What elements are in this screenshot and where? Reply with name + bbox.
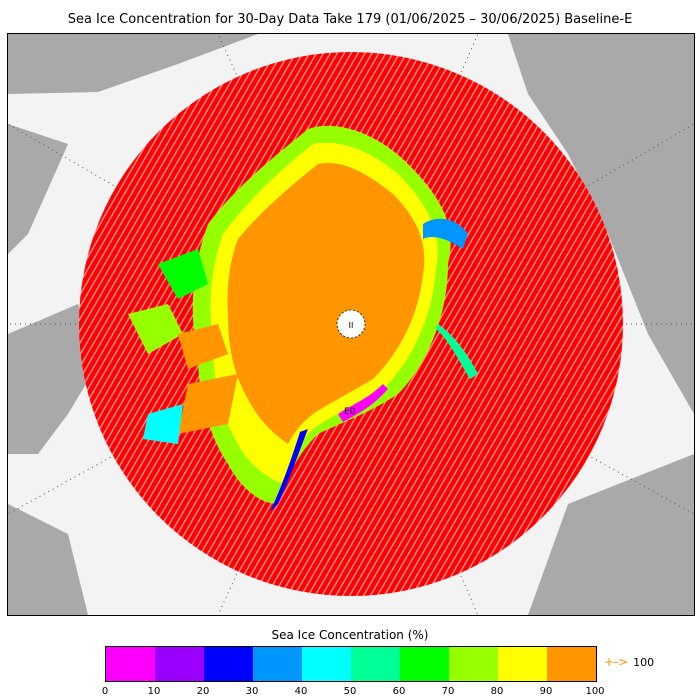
colorbar-tick: 20 xyxy=(196,686,210,697)
colorbar-segment xyxy=(449,647,498,681)
map-title: Sea Ice Concentration for 30-Day Data Ta… xyxy=(67,12,633,27)
ice-pack xyxy=(227,163,425,444)
pole-marker: II xyxy=(349,321,354,330)
colorbar-tick: 40 xyxy=(294,686,308,697)
land-mass xyxy=(528,454,694,615)
map-label: E0 xyxy=(344,407,356,417)
colorbar-tick: 100 xyxy=(585,686,605,697)
colorbar xyxy=(105,646,597,682)
ice-edge-low xyxy=(270,429,308,512)
colorbar-tick: 80 xyxy=(490,686,504,697)
land-mass xyxy=(8,34,258,94)
colorbar-tick: 60 xyxy=(392,686,406,697)
colorbar-segment xyxy=(351,647,400,681)
colorbar-tick: 50 xyxy=(343,686,357,697)
ice-edge-low xyxy=(338,384,388,422)
overflow-indicator: +–> 100 xyxy=(604,655,654,669)
colorbar-segment xyxy=(204,647,253,681)
land-mass xyxy=(8,124,68,254)
colorbar-tick: 0 xyxy=(101,686,109,697)
colorbar-segment xyxy=(253,647,302,681)
pole-hole xyxy=(336,309,366,339)
ice-edge-low xyxy=(436,324,478,379)
arrow-right-icon: +–> xyxy=(604,655,628,669)
colorbar-tick: 90 xyxy=(539,686,553,697)
ice-edge-low xyxy=(423,218,468,249)
colorbar-tick: 10 xyxy=(147,686,161,697)
archipelago xyxy=(128,249,238,444)
land-mass xyxy=(8,504,88,615)
colorbar-segment xyxy=(106,647,155,681)
colorbar-tick: 30 xyxy=(245,686,259,697)
overflow-value: 100 xyxy=(633,655,655,669)
map-canvas: II E0 xyxy=(8,34,694,615)
colorbar-segment xyxy=(302,647,351,681)
land-mass xyxy=(508,34,694,414)
colorbar-segment xyxy=(400,647,449,681)
polar-map: II E0 xyxy=(7,33,695,616)
legend-title: Sea Ice Concentration (%) xyxy=(271,628,429,642)
colorbar-tick: 70 xyxy=(441,686,455,697)
colorbar-segment xyxy=(498,647,547,681)
colorbar-segment xyxy=(155,647,204,681)
colorbar-segment xyxy=(547,647,596,681)
land-mass xyxy=(8,304,98,454)
